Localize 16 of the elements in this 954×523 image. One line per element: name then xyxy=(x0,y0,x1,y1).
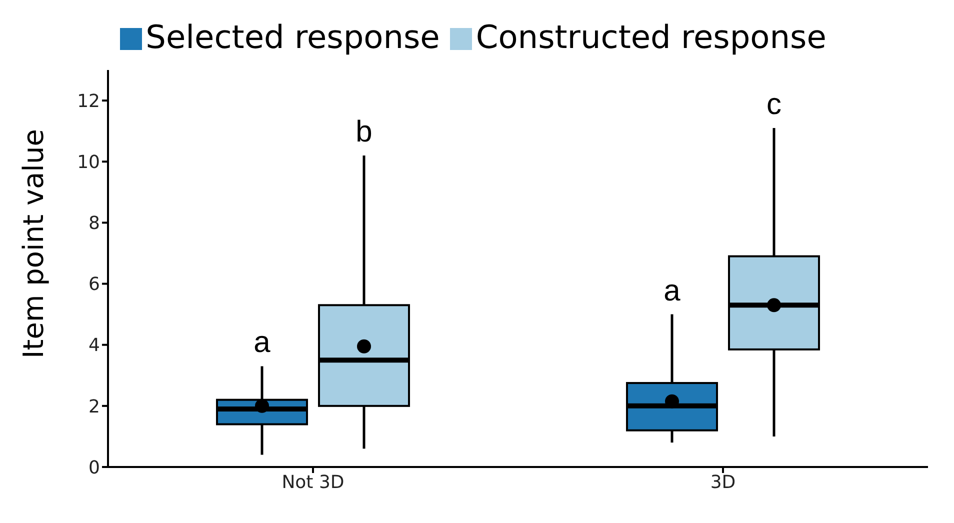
y-tick-label: 0 xyxy=(88,457,100,478)
y-tick-label: 2 xyxy=(88,396,100,418)
x-tick-label: Not 3D xyxy=(282,472,344,493)
annotation: c xyxy=(766,88,782,122)
x-tick-label: 3D xyxy=(710,472,736,493)
annotation: a xyxy=(664,274,681,308)
annotation: a xyxy=(254,326,271,360)
legend-label: Selected response xyxy=(146,18,440,56)
y-tick-label: 4 xyxy=(88,335,100,356)
y-tick-label: 8 xyxy=(88,213,100,234)
annotation: b xyxy=(356,116,372,149)
y-axis-title: Item point value xyxy=(16,129,50,358)
y-tick-label: 10 xyxy=(77,152,100,174)
y-tick-label: 12 xyxy=(77,90,100,112)
y-tick-label: 6 xyxy=(88,274,100,296)
legend-label: Constructed response xyxy=(476,18,826,56)
